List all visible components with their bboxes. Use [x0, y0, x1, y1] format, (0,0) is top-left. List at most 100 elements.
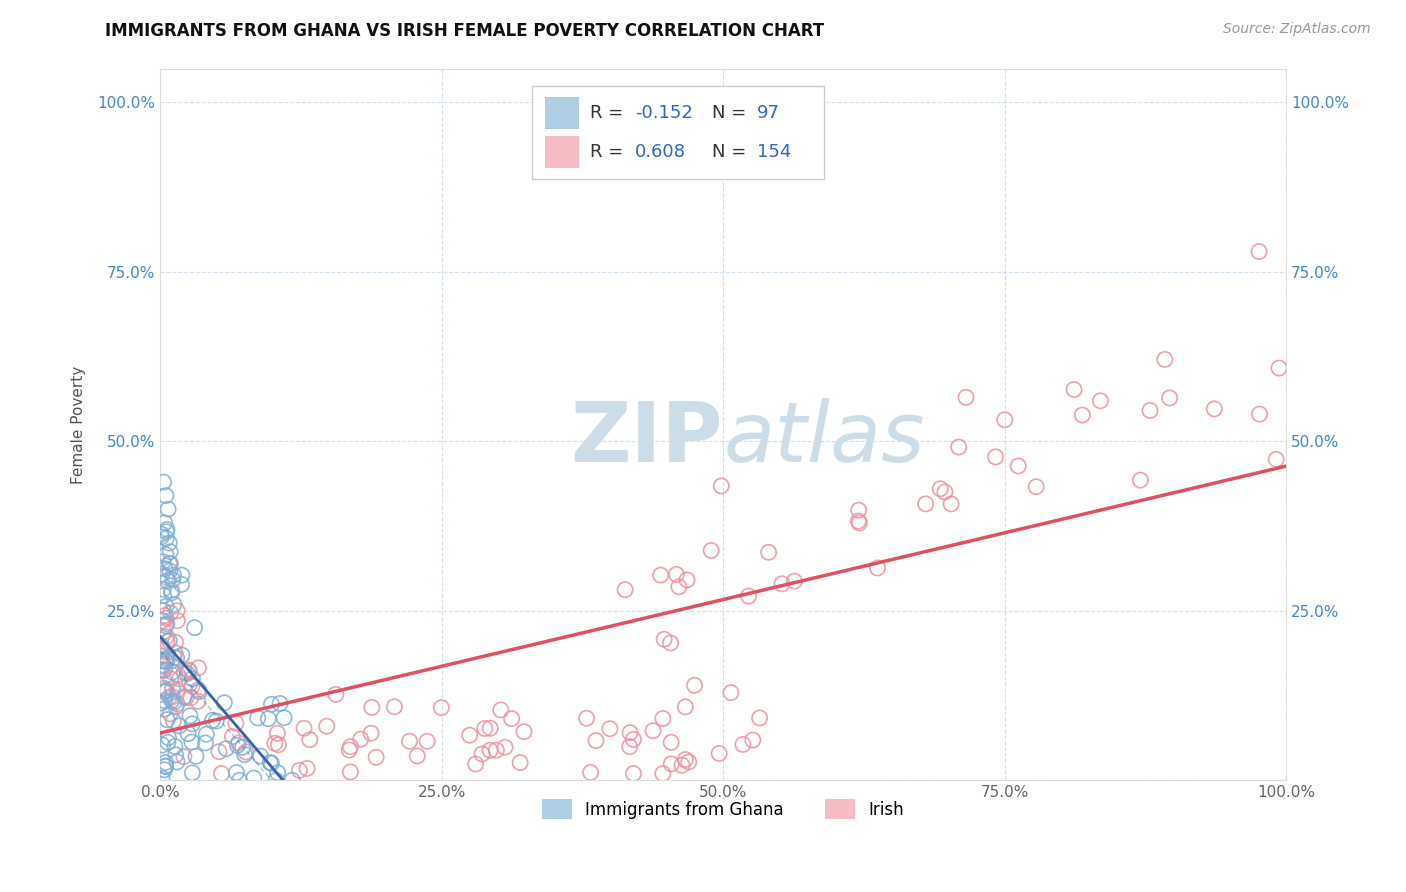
Point [652, 632, 675, 647]
Legend: Immigrants from Ghana, Irish: Immigrants from Ghana, Irish [536, 793, 911, 825]
Point [153, 694, 176, 708]
Point [165, 747, 187, 762]
Point [159, 606, 181, 620]
Point [155, 532, 177, 546]
Point [163, 739, 186, 754]
Point [671, 758, 693, 772]
Point [170, 648, 193, 662]
Point [166, 683, 188, 698]
Point [150, 567, 173, 582]
Point [162, 690, 184, 704]
Point [155, 683, 177, 698]
Point [184, 749, 207, 764]
Point [665, 567, 688, 582]
Point [165, 699, 187, 714]
Point [152, 641, 174, 656]
Text: N =: N = [711, 143, 752, 161]
Point [214, 696, 236, 710]
Point [177, 665, 200, 679]
Point [160, 585, 183, 599]
Point [155, 654, 177, 668]
Point [180, 679, 202, 693]
Point [430, 700, 453, 714]
Point [298, 732, 321, 747]
Point [585, 733, 607, 747]
Point [159, 672, 181, 686]
Point [153, 608, 176, 623]
Point [155, 630, 177, 644]
Point [337, 743, 360, 757]
Point [155, 756, 177, 770]
Point [678, 755, 700, 769]
Point [157, 536, 180, 550]
Point [201, 714, 224, 728]
Point [288, 764, 311, 778]
Point [173, 665, 195, 680]
Point [155, 489, 177, 503]
Point [683, 678, 706, 692]
Point [159, 545, 181, 559]
Point [707, 747, 730, 761]
Text: 154: 154 [756, 143, 792, 161]
Point [163, 695, 186, 709]
Point [1204, 401, 1226, 416]
Point [292, 721, 315, 735]
Point [155, 759, 177, 773]
Point [150, 664, 173, 678]
Point [1129, 473, 1152, 487]
Point [195, 727, 218, 741]
Point [758, 545, 780, 559]
Point [339, 739, 361, 754]
Point [651, 766, 673, 780]
Point [153, 663, 176, 677]
Point [226, 739, 249, 753]
Point [157, 731, 180, 745]
Point [157, 502, 180, 516]
Point [264, 773, 287, 788]
Point [1071, 408, 1094, 422]
Point [741, 733, 763, 747]
Point [156, 634, 179, 648]
Point [160, 583, 183, 598]
Bar [546, 97, 579, 129]
Point [177, 726, 200, 740]
Point [232, 740, 254, 755]
Point [659, 636, 682, 650]
Point [994, 413, 1017, 427]
Point [710, 479, 733, 493]
Point [166, 614, 188, 628]
Point [266, 765, 288, 780]
Point [748, 711, 770, 725]
Point [153, 681, 176, 696]
Point [621, 732, 644, 747]
Point [623, 766, 645, 780]
Point [152, 624, 174, 639]
Point [156, 616, 179, 631]
Point [169, 719, 191, 733]
Point [156, 713, 179, 727]
Point [360, 726, 382, 740]
Point [194, 736, 217, 750]
Point [166, 755, 188, 769]
Point [188, 684, 211, 698]
Point [659, 756, 682, 771]
Text: IMMIGRANTS FROM GHANA VS IRISH FEMALE POVERTY CORRELATION CHART: IMMIGRANTS FROM GHANA VS IRISH FEMALE PO… [105, 22, 824, 40]
Point [162, 714, 184, 728]
Point [1268, 361, 1291, 376]
Point [150, 527, 173, 541]
Point [152, 589, 174, 603]
Point [170, 568, 193, 582]
Point [599, 722, 621, 736]
Point [1139, 403, 1161, 417]
Point [984, 450, 1007, 464]
Point [848, 516, 870, 530]
Text: ZIP: ZIP [571, 398, 723, 479]
Point [211, 766, 233, 780]
Point [416, 734, 439, 748]
Point [650, 568, 672, 582]
Point [155, 548, 177, 562]
Point [737, 589, 759, 603]
Point [243, 771, 266, 785]
Point [181, 672, 204, 686]
Point [183, 621, 205, 635]
